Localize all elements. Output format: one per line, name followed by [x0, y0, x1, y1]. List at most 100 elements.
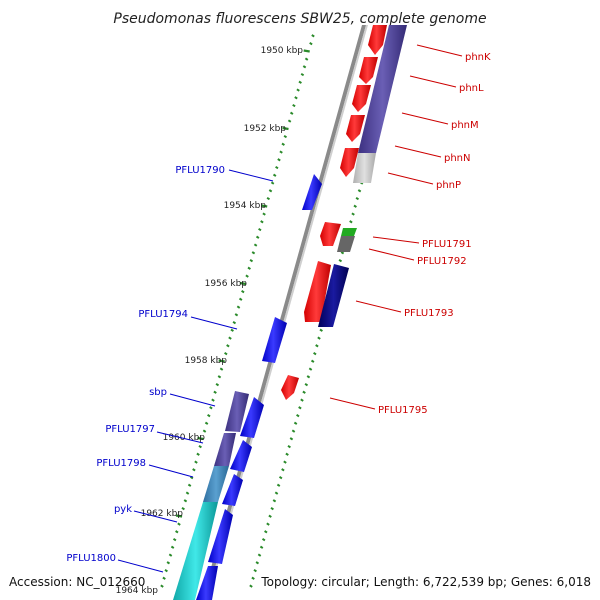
tick-label: 1962 kbp: [141, 509, 184, 519]
ruler-dot: [258, 227, 262, 232]
blue-gene[interactable]: [222, 474, 243, 506]
leader-line: [387, 172, 434, 185]
gene-label[interactable]: PFLU1793: [404, 308, 454, 319]
ruler-dot: [266, 196, 271, 201]
phnK-gene[interactable]: [368, 25, 387, 55]
ruler-dot: [247, 266, 251, 270]
gene-label[interactable]: PFLU1800: [66, 553, 116, 564]
phnL-gene[interactable]: [359, 57, 378, 84]
blue-gene[interactable]: [240, 397, 264, 438]
gene-label[interactable]: PFLU1790: [175, 165, 225, 176]
grey-feature-block: [353, 153, 376, 183]
leader-line: [409, 75, 457, 88]
ruler-dot: [198, 444, 202, 449]
gene-label[interactable]: phnP: [436, 180, 461, 191]
ruler-dot: [278, 475, 283, 480]
ruler-dot: [272, 173, 277, 177]
ruler-dot: [224, 351, 228, 356]
ruler-dot: [298, 406, 302, 410]
gene-label[interactable]: sbp: [149, 387, 167, 398]
ruler-dot: [340, 251, 345, 255]
major-tick: [282, 126, 289, 131]
blue-gene[interactable]: [196, 566, 218, 600]
leader-line: [133, 510, 178, 523]
tick-label: 1958 kbp: [185, 356, 228, 366]
leader-line: [190, 316, 238, 330]
gene-label[interactable]: phnK: [465, 52, 491, 63]
blue-gene[interactable]: [230, 440, 252, 472]
accession-text: Accession: NC_012660: [9, 575, 145, 589]
PFLU1792-gene[interactable]: [337, 236, 355, 252]
map-title: Pseudomonas fluorescens SBW25, complete …: [113, 11, 486, 27]
gene-label[interactable]: phnM: [451, 120, 479, 131]
ruler-dot: [308, 367, 313, 371]
major-tick: [175, 514, 183, 518]
PFLU1795-gene[interactable]: [281, 375, 299, 400]
major-tick: [239, 281, 247, 286]
ruler-dot: [300, 72, 305, 77]
ruler-dot: [219, 367, 224, 371]
ruler-dot: [251, 576, 255, 580]
right-gene-labels: phnK phnL phnM phnN phnP PFLU1791 PFLU17…: [378, 52, 491, 416]
PFLU1794-gene[interactable]: [262, 317, 287, 363]
ruler-dot: [238, 297, 243, 301]
ruler-dot: [315, 344, 319, 348]
phnM-gene[interactable]: [352, 85, 371, 112]
phnP-gene[interactable]: [340, 148, 359, 177]
ruler-dot: [172, 537, 177, 542]
ruler-dot: [338, 258, 343, 263]
ruler-dot: [253, 568, 257, 573]
PFLU1797-gene[interactable]: [214, 433, 236, 466]
pyk-gene[interactable]: [173, 502, 218, 600]
ruler-dot: [164, 568, 168, 573]
ruler-dot: [261, 537, 266, 542]
ruler-dot: [232, 320, 237, 325]
sbp-gene[interactable]: [225, 391, 249, 432]
ruler-dot: [310, 359, 315, 363]
ruler-dot: [285, 452, 289, 456]
ruler-dot: [181, 506, 185, 511]
PFLU1793-gene[interactable]: [318, 264, 349, 327]
ruler-dot: [185, 491, 190, 495]
ruler-dot: [287, 119, 292, 123]
gene-label[interactable]: PFLU1791: [422, 239, 472, 250]
ruler-dot: [351, 212, 355, 216]
ruler-dot: [177, 522, 181, 526]
gene-label[interactable]: phnN: [444, 153, 471, 164]
gene-label[interactable]: PFLU1797: [105, 424, 155, 435]
major-tick: [197, 436, 204, 441]
gene-label[interactable]: PFLU1795: [378, 405, 428, 416]
leader-line: [329, 397, 376, 410]
ruler-dot: [202, 429, 207, 433]
ruler-dot: [264, 530, 268, 534]
phnN-gene[interactable]: [346, 115, 365, 142]
ruler-dot: [291, 429, 296, 433]
ruler-dot: [260, 220, 264, 224]
ruler-dot: [187, 483, 192, 487]
leader-line: [117, 559, 164, 573]
ruler-dot: [192, 468, 196, 472]
tick-label: 1956 kbp: [205, 279, 248, 289]
ruler-dot: [289, 437, 294, 441]
ruler-dot: [272, 499, 277, 503]
gene-label[interactable]: PFLU1794: [138, 309, 188, 320]
ruler-dot: [236, 305, 241, 309]
ruler-dot: [296, 88, 300, 92]
ruler-dot: [283, 460, 287, 464]
blue-gene[interactable]: [208, 509, 233, 564]
PFLU1798-gene[interactable]: [203, 466, 229, 502]
ruler-dot: [255, 561, 260, 565]
leader-line: [228, 169, 274, 182]
ruler-dot: [268, 514, 272, 518]
gene-label[interactable]: phnL: [459, 83, 484, 94]
gene-label[interactable]: PFLU1792: [417, 256, 467, 267]
gene-label[interactable]: pyk: [114, 504, 132, 515]
gene-label[interactable]: PFLU1798: [96, 458, 146, 469]
PFLU1793-red-gene[interactable]: [304, 261, 331, 322]
ruler-dot: [215, 382, 220, 387]
PFLU1791-gene[interactable]: [320, 222, 341, 246]
left-gene-labels: PFLU1790 PFLU1794 sbp PFLU1797 PFLU1798 …: [66, 165, 225, 564]
ruler-dot: [309, 41, 313, 46]
ruler-dot: [249, 584, 253, 588]
PFLU1790-gene[interactable]: [302, 174, 322, 210]
